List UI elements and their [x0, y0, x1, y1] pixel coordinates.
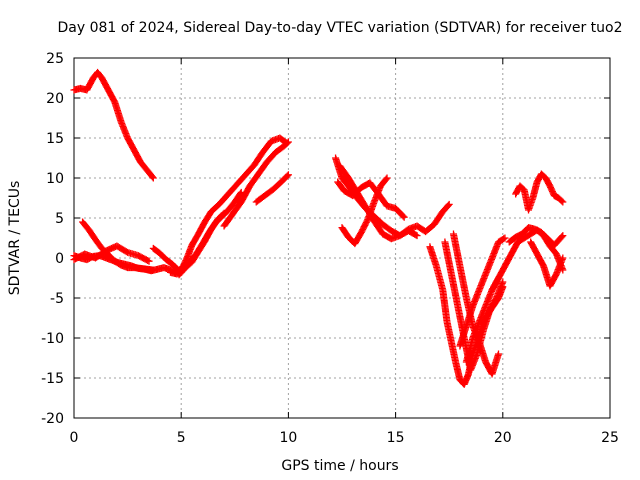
- x-tick-label: 5: [177, 430, 186, 446]
- y-axis-label: SDTVAR / TECUs: [7, 181, 23, 296]
- y-tick-label: -5: [50, 291, 64, 307]
- data-point: [558, 197, 566, 205]
- y-tick-label: 5: [55, 211, 64, 227]
- data-point: [399, 212, 407, 220]
- x-tick-label: 10: [279, 430, 297, 446]
- data-point: [219, 210, 227, 218]
- data-point: [144, 257, 152, 264]
- x-tick-label: 25: [601, 430, 619, 446]
- grid: [74, 58, 610, 418]
- data-point: [400, 213, 408, 221]
- axis-ticks: [73, 57, 611, 419]
- data-point: [445, 200, 453, 208]
- data-point: [559, 232, 567, 240]
- x-axis-label: GPS time / hours: [281, 458, 398, 474]
- data-point: [148, 173, 156, 181]
- data-point: [283, 172, 291, 180]
- data-point: [501, 234, 509, 242]
- x-tick-labels: 0 5 10 15 20 25: [70, 430, 619, 446]
- y-tick-label: 25: [46, 51, 64, 67]
- data-point: [145, 257, 153, 265]
- x-tick-label: 20: [494, 430, 512, 446]
- data-point: [412, 231, 420, 239]
- y-tick-label: -20: [41, 411, 64, 427]
- data-point: [495, 350, 503, 358]
- data-point: [444, 201, 452, 209]
- data-point: [284, 138, 292, 146]
- data-point: [499, 278, 507, 286]
- y-tick-label: -15: [41, 371, 64, 387]
- y-tick-labels: -20 -15 -10 -5 0 5 10 15 20 25: [41, 51, 64, 427]
- x-tick-label: 0: [70, 430, 79, 446]
- data-points: [70, 68, 567, 388]
- data-point: [383, 174, 391, 182]
- data-point: [283, 139, 291, 147]
- data-point: [382, 175, 390, 183]
- data-point: [149, 266, 157, 274]
- data-point: [284, 171, 292, 179]
- y-tick-label: -10: [41, 331, 64, 347]
- y-tick-label: 20: [46, 91, 64, 107]
- x-tick-label: 15: [387, 430, 405, 446]
- data-point: [413, 232, 421, 240]
- data-point: [559, 254, 567, 262]
- plot-frame: [73, 57, 611, 419]
- data-point: [558, 233, 566, 241]
- data-point: [559, 198, 567, 206]
- y-tick-label: 10: [46, 171, 64, 187]
- chart-title: Day 081 of 2024, Sidereal Day-to-day VTE…: [57, 20, 622, 36]
- data-point: [500, 235, 508, 243]
- data-point: [220, 209, 228, 217]
- y-tick-label: 15: [46, 131, 64, 147]
- data-point: [149, 174, 157, 182]
- y-tick-label: 0: [55, 251, 64, 267]
